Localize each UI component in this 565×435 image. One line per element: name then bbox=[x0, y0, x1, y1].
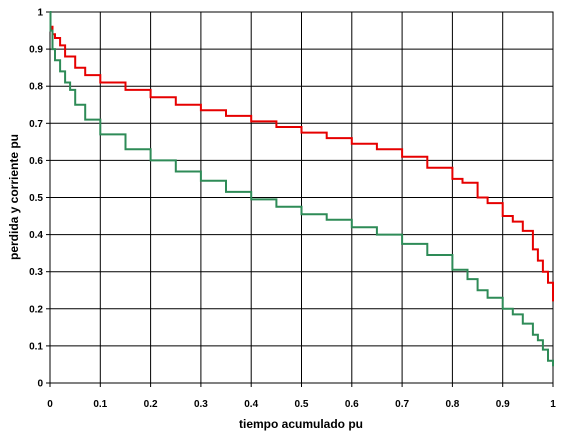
y-tick-label: 0.9 bbox=[29, 45, 43, 56]
y-tick-label: 0.7 bbox=[29, 119, 43, 130]
x-tick-label: 0.3 bbox=[194, 399, 208, 410]
x-tick-label: 0.2 bbox=[144, 399, 158, 410]
x-tick-label: 0 bbox=[47, 399, 53, 410]
x-tick-label: 0.7 bbox=[395, 399, 409, 410]
y-tick-label: 0.5 bbox=[29, 193, 43, 204]
y-axis-title: perdida y corriente pu bbox=[7, 134, 21, 260]
series-line-2 bbox=[49, 11, 554, 367]
x-tick-label: 0.1 bbox=[93, 399, 107, 410]
x-tick-labels: 0 0.1 0.2 0.3 0.4 0.5 0.6 0.7 0.8 0.9 1 bbox=[47, 399, 556, 410]
y-tick-label: 0.8 bbox=[29, 82, 43, 93]
y-tick-label: 0.6 bbox=[29, 156, 43, 167]
y-tick-labels: 0 0.1 0.2 0.3 0.4 0.5 0.6 0.7 0.8 0.9 1 bbox=[29, 8, 43, 390]
x-tick-label: 0.8 bbox=[445, 399, 459, 410]
x-tick-label: 1 bbox=[550, 399, 556, 410]
x-tick-label: 0.6 bbox=[345, 399, 359, 410]
gridlines bbox=[50, 12, 553, 383]
y-tick-label: 1 bbox=[37, 8, 43, 19]
x-axis-title: tiempo acumulado pu bbox=[239, 417, 363, 431]
x-tick-label: 0.5 bbox=[295, 399, 309, 410]
y-tick-label: 0.2 bbox=[29, 304, 43, 315]
y-tick-label: 0.3 bbox=[29, 267, 43, 278]
y-tick-label: 0.1 bbox=[29, 341, 43, 352]
x-tick-label: 0.9 bbox=[496, 399, 510, 410]
x-tick-label: 0.4 bbox=[244, 399, 258, 410]
y-tick-label: 0.4 bbox=[29, 230, 43, 241]
series-line-1 bbox=[49, 22, 554, 302]
series-layer bbox=[49, 11, 554, 367]
tick-marks bbox=[46, 11, 554, 387]
y-tick-label: 0 bbox=[37, 379, 43, 390]
